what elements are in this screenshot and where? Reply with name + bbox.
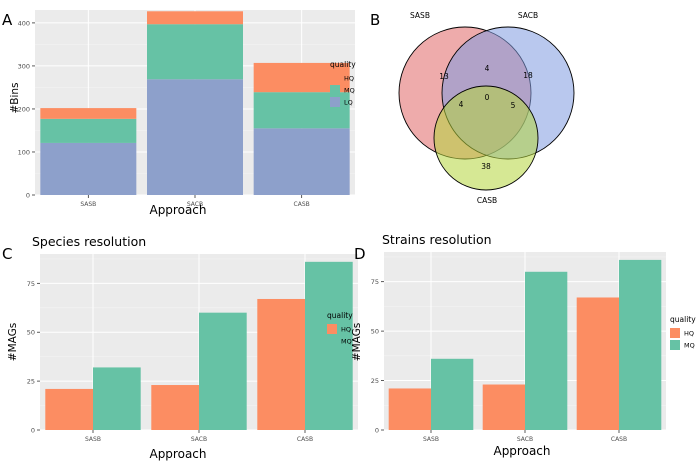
legend-key-hq [327,324,337,334]
legend: quality HQ MQ LQ [330,60,356,107]
bar-sasb-mq [431,358,474,430]
legend-label-lq: LQ [344,99,353,107]
venn-count-casb-only: 38 [481,162,491,171]
venn-set-label-casb: CASB [477,196,497,205]
bar-sasb-hq [40,108,137,119]
bar-sasb-mq [40,118,137,143]
y-tick-label: 25 [371,377,379,385]
legend-key-mq [330,85,340,95]
y-tick-label: 25 [27,378,35,386]
x-axis-label: Approach [493,444,550,458]
x-tick-label: SACB [187,201,203,208]
bar-casb-lq [253,128,350,195]
venn-count-sacb-casb: 5 [511,101,516,110]
x-tick-label: SASB [80,201,96,208]
x-tick-label: CASB [297,436,313,443]
venn-count-all: 0 [485,93,490,102]
x-tick-label: SACB [191,436,207,443]
x-tick-label: CASB [611,436,627,443]
panel-c-chart: C Species resolution 0 25 50 75 SASB SACB CASB Ap… [2,234,358,461]
y-axis-label: #MAGs [351,323,363,361]
legend-label-mq: MQ [341,338,352,346]
legend-label-hq: HQ [341,326,351,334]
y-tick-label: 50 [27,329,35,337]
x-tick-label: SASB [85,436,101,443]
venn-set-label-sacb: SACB [518,11,538,20]
panel-label-b: B [370,11,380,29]
venn-count-sasb-only: 13 [439,72,449,81]
panel-title: Species resolution [32,234,146,249]
y-tick-label: 0 [31,427,35,435]
legend-title: quality [327,311,353,320]
bar-sacb-hq [151,385,199,430]
legend-label-hq: HQ [344,75,354,83]
legend: quality HQ MQ [327,311,353,346]
bar-casb-hq [257,298,305,430]
y-tick-label: 0 [375,427,379,435]
y-axis-label: #MAGs [7,323,19,361]
bar-sacb-mq [147,24,243,80]
y-axis-label: #Bins [9,82,21,113]
bar-sasb-hq [45,388,93,430]
y-tick-label: 200 [18,105,30,113]
bar-sacb-hq [147,11,243,25]
x-tick-label: SACB [517,436,533,443]
venn-count-sacb-only: 18 [523,71,533,80]
legend-label-mq: MQ [684,342,695,350]
bar-sacb-mq [525,271,568,430]
venn-count-sasb-casb: 4 [459,100,464,109]
x-tick-label: SASB [423,436,439,443]
panel-b-venn: B SASB SACB CASB 13 18 38 4 4 5 0 [370,11,575,205]
legend-title: quality [670,315,696,324]
venn-count-sasb-sacb: 4 [485,64,490,73]
panel-label-c: C [2,245,12,263]
y-tick-label: 300 [18,62,30,70]
panel-d-chart: D Strains resolution 0 25 50 75 SASB SACB CASB Ap… [351,232,696,458]
bar-sasb-mq [93,367,141,430]
y-tick-label: 100 [18,148,30,156]
y-tick-label: 75 [371,278,379,286]
legend-title: quality [330,60,356,69]
legend-label-hq: HQ [684,330,694,338]
legend-label-mq: MQ [344,87,355,95]
x-tick-label: CASB [294,201,310,208]
legend-key-hq [670,328,680,338]
y-tick-label: 50 [371,328,379,336]
bar-casb-mq [619,259,662,430]
y-tick-label: 75 [27,280,35,288]
panel-a-chart: A 0 100 200 300 400 SASB SACB CASB Approach #Bins q… [2,10,356,217]
legend-key-lq [330,97,340,107]
panel-label-a: A [2,11,13,29]
x-axis-label: Approach [149,447,206,461]
bar-sasb-lq [40,142,137,195]
y-tick-label: 400 [18,19,30,27]
venn-circle-casb [433,85,539,191]
bar-sacb-hq [482,384,525,430]
legend-key-mq [670,340,680,350]
x-axis-label: Approach [149,203,206,217]
bar-sacb-lq [147,79,243,195]
legend-key-mq [327,336,337,346]
legend-key-hq [330,73,340,83]
y-tick-label: 0 [26,192,30,200]
panel-title: Strains resolution [382,232,492,247]
venn-set-label-sasb: SASB [410,11,430,20]
bar-sacb-mq [199,312,247,430]
bar-sasb-hq [388,388,431,430]
panel-label-d: D [354,245,366,263]
legend: quality HQ MQ [670,315,696,350]
bar-casb-hq [576,297,619,430]
